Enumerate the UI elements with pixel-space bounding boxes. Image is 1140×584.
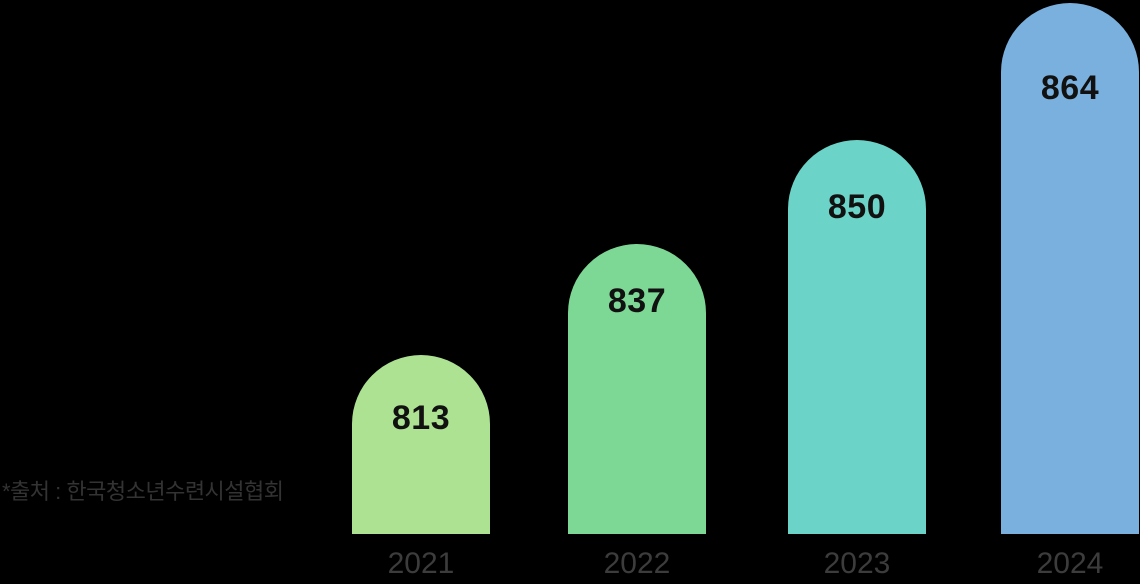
- source-note: *출처 : 한국청소년수련시설협회: [2, 479, 284, 504]
- value-label-2024: 864: [1040, 69, 1100, 107]
- category-label-2022: 2022: [603, 547, 671, 580]
- bar-2023: 850: [788, 140, 926, 534]
- bar-2021: 813: [352, 355, 490, 534]
- value-label-2021: 813: [391, 399, 451, 437]
- category-label-2024: 2024: [1036, 547, 1104, 580]
- value-label-2023: 850: [827, 188, 887, 226]
- category-label-2021: 2021: [387, 547, 455, 580]
- value-label-2022: 837: [607, 282, 667, 320]
- bar-2022: 837: [568, 244, 706, 534]
- category-label-2023: 2023: [823, 547, 891, 580]
- bar-2024: 864: [1001, 3, 1139, 534]
